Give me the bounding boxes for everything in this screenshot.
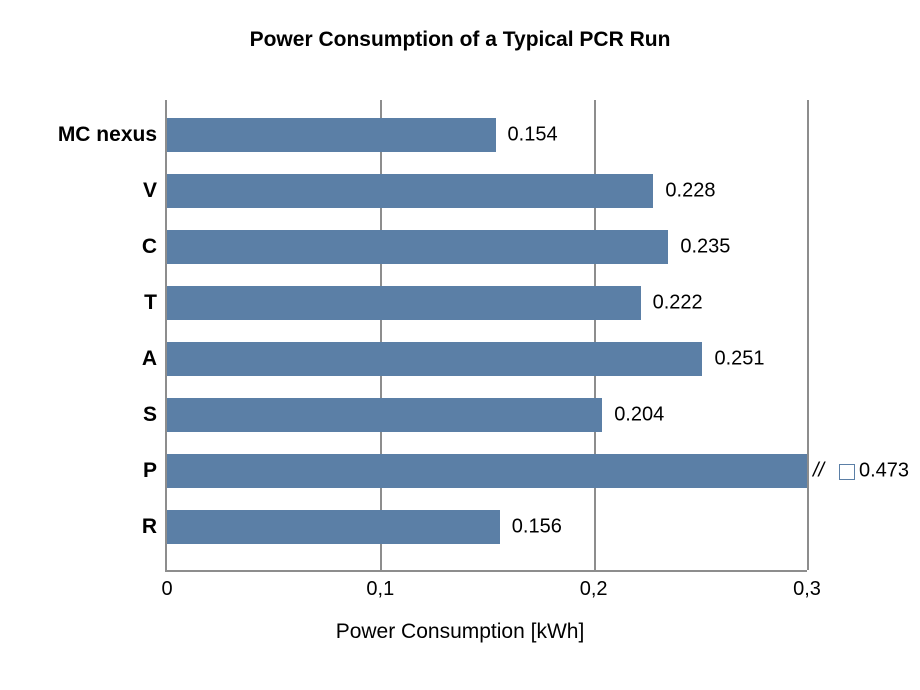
bar-row: V0.228 <box>167 174 807 208</box>
bar <box>167 118 496 152</box>
gridline <box>594 100 596 570</box>
chart-title: Power Consumption of a Typical PCR Run <box>0 28 920 52</box>
plot-area: 00,10,20,3MC nexus0.154V0.228C0.235T0.22… <box>165 100 807 572</box>
category-label: C <box>142 235 157 259</box>
bar <box>167 286 641 320</box>
bar <box>167 398 602 432</box>
bar <box>167 510 500 544</box>
category-label: S <box>143 403 157 427</box>
category-label: MC nexus <box>58 123 157 147</box>
category-label: R <box>142 515 157 539</box>
bar <box>167 174 653 208</box>
category-label: T <box>144 291 157 315</box>
axis-break: // <box>813 460 824 483</box>
x-tick-label: 0,1 <box>366 578 394 601</box>
bar-row: P//0.473 <box>167 454 807 488</box>
bar-row: T0.222 <box>167 286 807 320</box>
category-label: A <box>142 347 157 371</box>
category-label: P <box>143 459 157 483</box>
gridline <box>807 100 809 570</box>
value-label: 0.228 <box>665 180 715 203</box>
x-tick-label: 0,3 <box>793 578 821 601</box>
bar <box>167 454 807 488</box>
bar-stub <box>839 464 855 480</box>
bar-row: C0.235 <box>167 230 807 264</box>
bar-row: R0.156 <box>167 510 807 544</box>
value-label: 0.204 <box>614 404 664 427</box>
bar <box>167 342 702 376</box>
value-label: 0.222 <box>653 292 703 315</box>
value-label: 0.473 <box>859 460 909 483</box>
x-axis-label: Power Consumption [kWh] <box>0 620 920 644</box>
value-label: 0.154 <box>508 124 558 147</box>
category-label: V <box>143 179 157 203</box>
value-label: 0.156 <box>512 516 562 539</box>
bar-row: MC nexus0.154 <box>167 118 807 152</box>
x-tick-label: 0 <box>161 578 172 601</box>
gridline <box>380 100 382 570</box>
bar-row: S0.204 <box>167 398 807 432</box>
x-tick-label: 0,2 <box>580 578 608 601</box>
chart-container: Power Consumption of a Typical PCR Run 0… <box>0 0 920 690</box>
bar <box>167 230 668 264</box>
bar-row: A0.251 <box>167 342 807 376</box>
value-label: 0.251 <box>714 348 764 371</box>
value-label: 0.235 <box>680 236 730 259</box>
